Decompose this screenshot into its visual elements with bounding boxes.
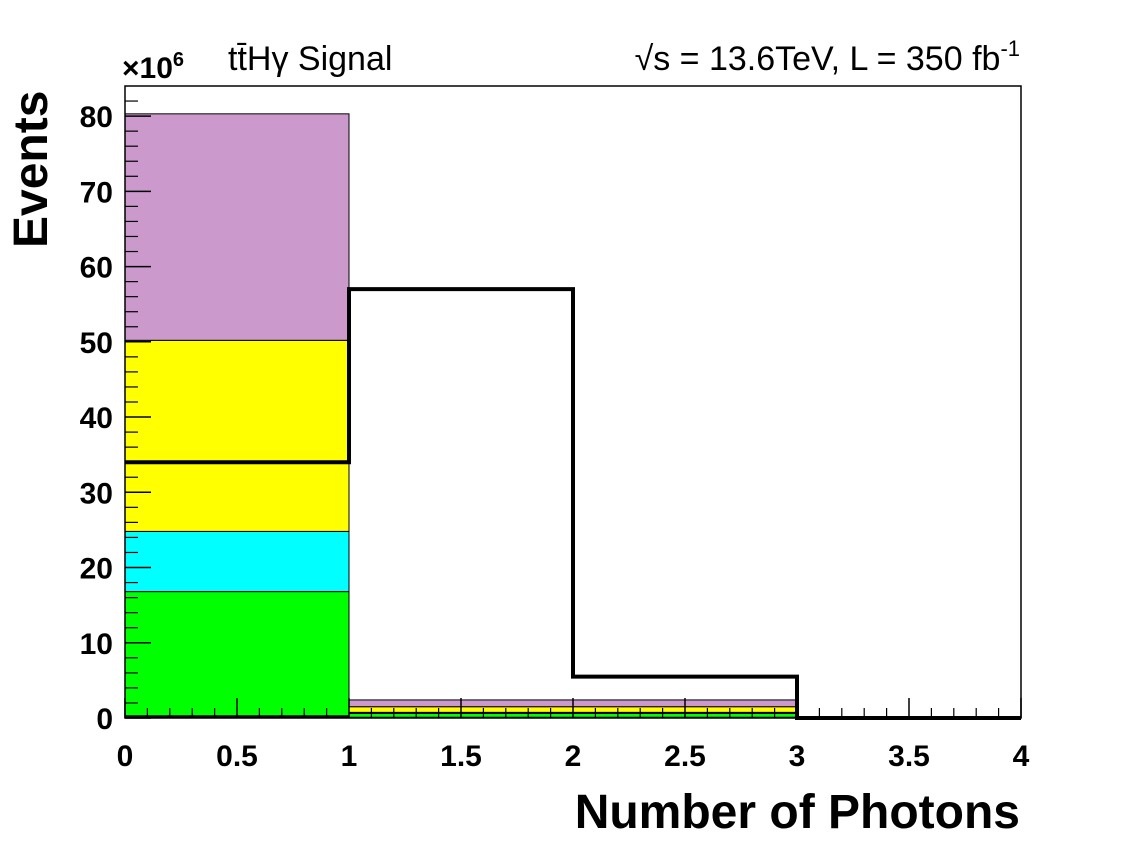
x-tick-label: 2 [565,740,582,773]
x-tick-label: 0 [117,740,134,773]
y-axis-title: Events [5,91,58,248]
y-tick-label: 10 [80,628,113,661]
energy-lumi-label: √s = 13.6TeV, L = 350 fb-1 [635,36,1020,78]
x-tick-label: 1.5 [440,740,482,773]
x-tick-label: 2.5 [664,740,706,773]
x-tick-label: 0.5 [216,740,258,773]
y-tick-label: 40 [80,402,113,435]
y-tick-label: 20 [80,553,113,586]
y-tick-label: 0 [96,703,113,736]
y-tick-label: 80 [80,101,113,134]
stacked-bars [124,113,798,719]
bar-bin0-layer3 [124,339,350,532]
y-tick-label: 30 [80,477,113,510]
y-tick-label: 70 [80,176,113,209]
x-tick-label: 4 [1013,740,1030,773]
process-label: tt̄Hγ Signal [228,40,392,78]
x-axis-title: Number of Photons [575,786,1020,839]
bar-bin0-layer2 [124,530,350,593]
bar-bin0-layer1 [124,591,350,717]
x-tick-label: 1 [341,740,358,773]
y-tick-label: 60 [80,252,113,285]
x-tick-label: 3.5 [888,740,930,773]
x-tick-label: 3 [789,740,806,773]
y-exponent: ×106 [122,49,184,85]
bar-bin0-layer4 [124,113,350,341]
y-tick-label: 50 [80,327,113,360]
